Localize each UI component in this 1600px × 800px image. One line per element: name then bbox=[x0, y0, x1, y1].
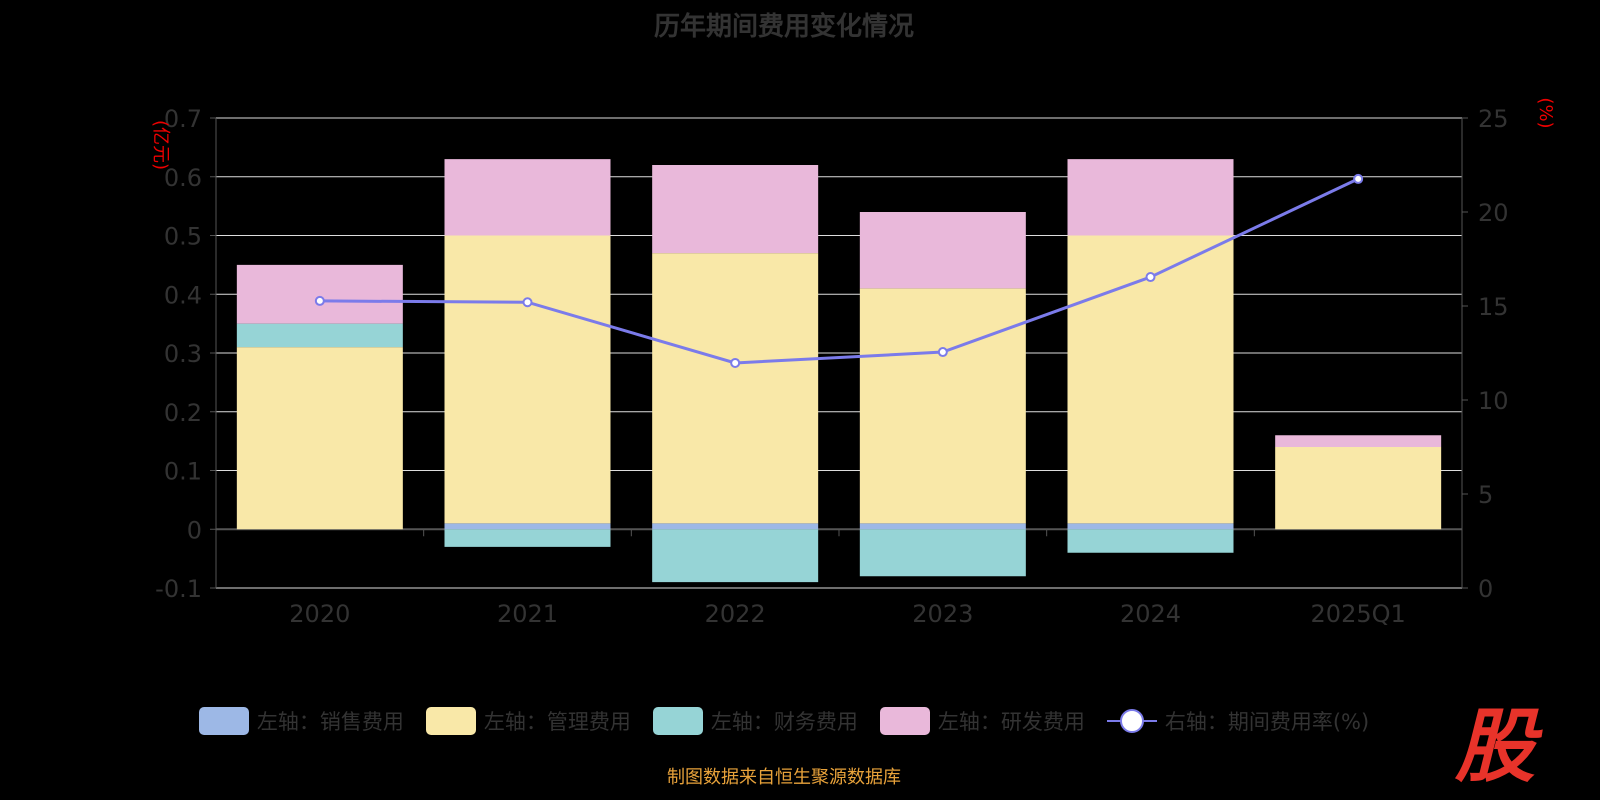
left-tick-label: 0.3 bbox=[164, 340, 202, 368]
legend-line-swatch bbox=[1106, 707, 1157, 735]
right-tick-label: 10 bbox=[1478, 387, 1509, 415]
bar-segment bbox=[444, 235, 611, 524]
x-tick-label: 2025Q1 bbox=[1311, 600, 1406, 628]
bar-segment bbox=[1067, 159, 1234, 236]
left-tick-label: 0.7 bbox=[164, 105, 202, 133]
legend-label: 左轴：财务费用 bbox=[710, 710, 858, 734]
line-point bbox=[314, 295, 325, 306]
legend: 左轴：销售费用 左轴：管理费用 左轴：财务费用 左轴：研发费用 右轴：期间费用率… bbox=[0, 706, 1568, 736]
legend-swatch bbox=[652, 707, 703, 735]
right-tick-label: 25 bbox=[1478, 105, 1509, 133]
bar-segment bbox=[444, 529, 611, 547]
legend-swatch bbox=[879, 707, 930, 735]
bar-segment bbox=[444, 159, 611, 236]
legend-item-expense-rate[interactable]: 右轴：期间费用率(%) bbox=[1106, 706, 1370, 736]
bar-segment bbox=[236, 264, 403, 324]
legend-label: 左轴：管理费用 bbox=[483, 710, 631, 734]
x-tick-label: 2020 bbox=[289, 600, 350, 628]
bar-segment bbox=[1067, 235, 1234, 524]
left-axis-title: (亿元) bbox=[150, 120, 171, 170]
logo: 股 bbox=[1455, 700, 1535, 793]
bar-segment bbox=[652, 253, 819, 524]
left-tick-label: 0 bbox=[187, 516, 202, 544]
left-tick-label: 0.2 bbox=[164, 399, 202, 427]
bar-segment bbox=[652, 523, 819, 530]
line-point bbox=[1145, 272, 1156, 283]
left-tick-label: 0.5 bbox=[164, 223, 202, 251]
bar-segment bbox=[236, 347, 403, 530]
legend-swatch bbox=[198, 707, 249, 735]
bar-segment bbox=[859, 288, 1026, 524]
bar-segment bbox=[859, 529, 1026, 577]
right-tick-label: 15 bbox=[1478, 293, 1509, 321]
bar-segment bbox=[1067, 529, 1234, 553]
expense-rate-line bbox=[319, 177, 1359, 365]
left-tick-label: 0.6 bbox=[164, 164, 202, 192]
legend-item-sales[interactable]: 左轴：销售费用 bbox=[198, 706, 404, 736]
left-tick-label: 0.4 bbox=[164, 281, 202, 309]
right-tick-label: 20 bbox=[1478, 199, 1509, 227]
legend-label: 左轴：研发费用 bbox=[937, 710, 1085, 734]
bar-segment bbox=[1275, 435, 1442, 447]
legend-swatch bbox=[425, 707, 476, 735]
bar-segment bbox=[1067, 523, 1234, 530]
bar-segment bbox=[652, 165, 819, 254]
bar-segment bbox=[652, 529, 819, 583]
source-note: 制图数据来自恒生聚源数据库 bbox=[667, 767, 901, 788]
legend-item-finance[interactable]: 左轴：财务费用 bbox=[652, 706, 858, 736]
right-tick-label: 0 bbox=[1478, 575, 1493, 603]
legend-label: 左轴：销售费用 bbox=[256, 710, 404, 734]
legend-item-rnd[interactable]: 左轴：研发费用 bbox=[879, 706, 1085, 736]
x-tick-label: 2024 bbox=[1120, 600, 1181, 628]
line-point bbox=[522, 297, 533, 308]
bar-segment bbox=[859, 523, 1026, 530]
left-tick-label: 0.1 bbox=[164, 458, 202, 486]
bar-segment bbox=[444, 523, 611, 530]
right-axis-title: (%) bbox=[1535, 97, 1556, 128]
chart-title: 历年期间费用变化情况 bbox=[653, 12, 914, 42]
line-point bbox=[937, 347, 948, 358]
right-tick-label: 5 bbox=[1478, 481, 1493, 509]
x-tick-label: 2021 bbox=[497, 600, 558, 628]
bar-segment bbox=[1275, 447, 1442, 530]
bar-segment bbox=[236, 323, 403, 348]
legend-label: 右轴：期间费用率(%) bbox=[1164, 710, 1370, 734]
line-point bbox=[1353, 173, 1364, 184]
line-point bbox=[730, 357, 741, 368]
legend-item-admin[interactable]: 左轴：管理费用 bbox=[425, 706, 631, 736]
left-tick-label: -0.1 bbox=[155, 575, 202, 603]
x-tick-label: 2022 bbox=[705, 600, 766, 628]
bar-segment bbox=[859, 212, 1026, 289]
x-tick-label: 2023 bbox=[912, 600, 973, 628]
